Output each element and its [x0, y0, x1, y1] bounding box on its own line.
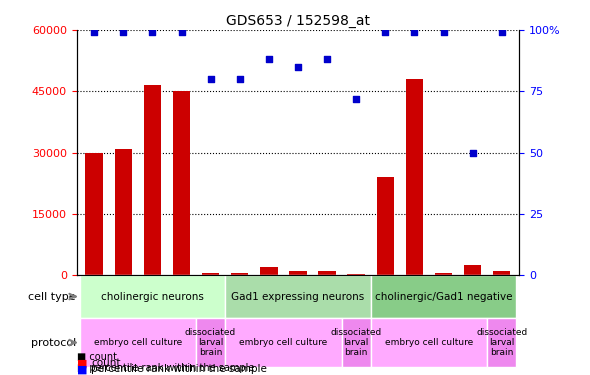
Bar	[435, 273, 453, 276]
Bar	[289, 270, 307, 276]
Text: count: count	[91, 358, 121, 368]
FancyBboxPatch shape	[80, 318, 196, 368]
Text: percentile rank within the sample: percentile rank within the sample	[91, 364, 267, 374]
FancyBboxPatch shape	[225, 318, 342, 368]
FancyBboxPatch shape	[196, 318, 225, 368]
Bar	[319, 270, 336, 276]
Title: GDS653 / 152598_at: GDS653 / 152598_at	[226, 13, 370, 28]
Text: cholinergic/Gad1 negative: cholinergic/Gad1 negative	[375, 291, 512, 302]
FancyBboxPatch shape	[80, 276, 225, 318]
Bar	[143, 85, 161, 276]
Text: ■ count
■ percentile rank within the sample: ■ count ■ percentile rank within the sam…	[77, 351, 254, 373]
Bar	[493, 270, 510, 276]
Point	[90, 30, 99, 36]
Point	[409, 30, 419, 36]
Text: cell type: cell type	[28, 291, 76, 302]
Text: cholinergic neurons: cholinergic neurons	[101, 291, 204, 302]
Point	[264, 57, 274, 63]
Bar	[376, 177, 394, 276]
Text: ■: ■	[77, 358, 87, 368]
Point	[206, 76, 215, 82]
Point	[177, 30, 186, 36]
Point	[468, 150, 477, 156]
FancyBboxPatch shape	[371, 276, 516, 318]
Text: Gad1 expressing neurons: Gad1 expressing neurons	[231, 291, 365, 302]
Text: embryo cell culture: embryo cell culture	[240, 338, 327, 347]
Point	[235, 76, 244, 82]
Point	[497, 30, 506, 36]
FancyBboxPatch shape	[225, 276, 371, 318]
Bar	[348, 274, 365, 276]
Bar	[464, 265, 481, 276]
Point	[119, 30, 128, 36]
FancyBboxPatch shape	[371, 318, 487, 368]
Bar	[231, 273, 248, 276]
Point	[439, 30, 448, 36]
Text: dissociated
larval
brain: dissociated larval brain	[476, 328, 527, 357]
Point	[352, 96, 361, 102]
Text: dissociated
larval
brain: dissociated larval brain	[185, 328, 236, 357]
Bar	[260, 267, 277, 276]
Point	[381, 30, 390, 36]
Bar	[114, 148, 132, 276]
Point	[322, 57, 332, 63]
Bar	[86, 153, 103, 276]
FancyBboxPatch shape	[342, 318, 371, 368]
Text: embryo cell culture: embryo cell culture	[385, 338, 473, 347]
Text: ■: ■	[77, 364, 87, 374]
FancyBboxPatch shape	[487, 318, 516, 368]
Bar	[173, 92, 190, 276]
Text: embryo cell culture: embryo cell culture	[94, 338, 182, 347]
Point	[148, 30, 157, 36]
Bar	[406, 79, 423, 276]
Bar	[202, 273, 219, 276]
Text: protocol: protocol	[31, 338, 76, 348]
Text: dissociated
larval
brain: dissociated larval brain	[330, 328, 382, 357]
Point	[293, 64, 303, 70]
